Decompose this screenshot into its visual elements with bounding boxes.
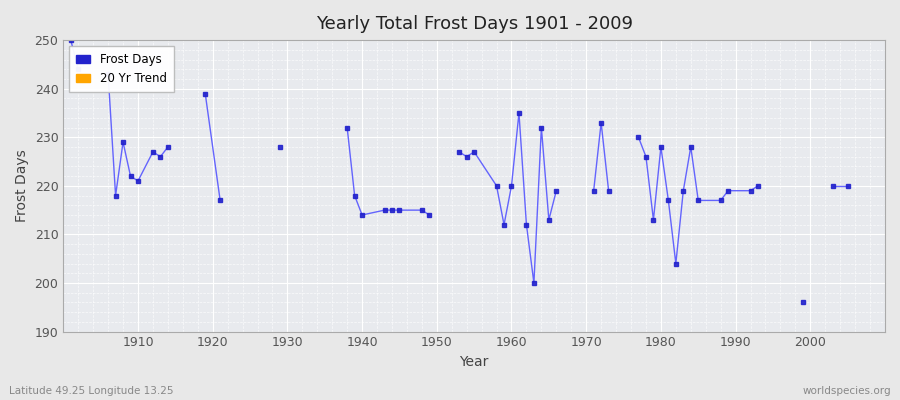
Text: worldspecies.org: worldspecies.org <box>803 386 891 396</box>
X-axis label: Year: Year <box>460 355 489 369</box>
Text: Latitude 49.25 Longitude 13.25: Latitude 49.25 Longitude 13.25 <box>9 386 174 396</box>
Y-axis label: Frost Days: Frost Days <box>15 150 29 222</box>
Legend: Frost Days, 20 Yr Trend: Frost Days, 20 Yr Trend <box>69 46 174 92</box>
Title: Yearly Total Frost Days 1901 - 2009: Yearly Total Frost Days 1901 - 2009 <box>316 15 633 33</box>
